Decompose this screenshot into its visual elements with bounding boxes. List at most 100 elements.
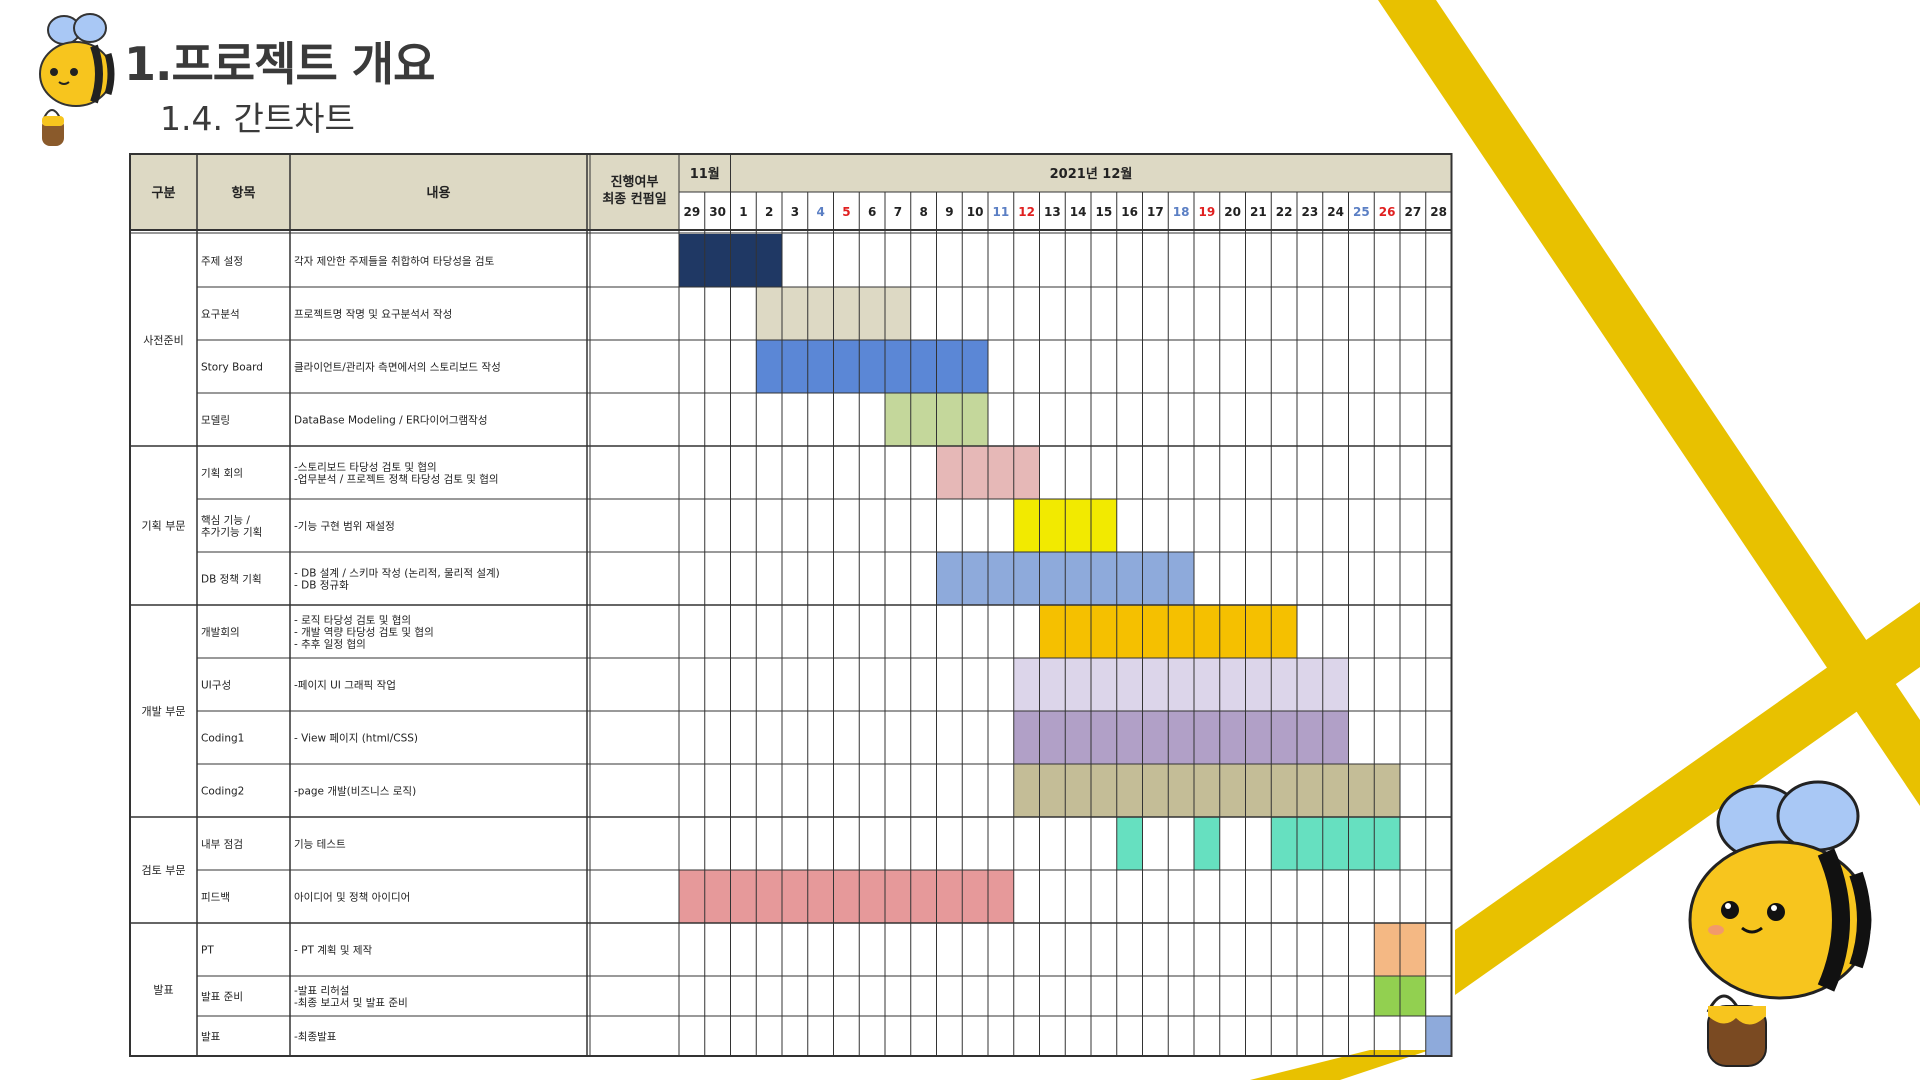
gantt-bar-12-3 — [1271, 817, 1400, 870]
day-label-7: 7 — [894, 205, 902, 219]
honey-pot-icon — [42, 109, 64, 146]
header-item: 항목 — [232, 185, 256, 201]
header-category: 구분 — [152, 186, 176, 201]
task-item-label-11: Coding2 — [201, 786, 244, 798]
gantt-border — [129, 153, 1453, 1057]
task-content-label-5: -업무분석 / 프로젝트 정책 타당성 검토 및 협의 — [294, 473, 499, 486]
task-item-label-12: 내부 점검 — [201, 839, 243, 851]
task-item-label-13: 피드백 — [201, 892, 230, 904]
task-content-label-9: -페이지 UI 그래픽 작업 — [294, 679, 396, 692]
day-label-18: 18 — [1173, 205, 1190, 219]
task-item-label-14: PT — [201, 945, 214, 957]
group-label-1: 사전준비 — [143, 334, 183, 347]
task-content-label-12: 기능 테스트 — [294, 839, 346, 851]
bee-icon-top-left — [39, 13, 115, 146]
day-label-11: 11 — [993, 205, 1010, 219]
task-content-label-8: - 로직 타당성 검토 및 협의 — [294, 614, 411, 627]
task-content-label-15: -발표 리허설 — [294, 985, 349, 997]
task-content-label-13: 아이디어 및 정책 아이디어 — [294, 892, 410, 904]
day-label-20: 20 — [1224, 205, 1241, 219]
task-item-label-7: DB 정책 기획 — [201, 574, 262, 586]
gantt-bar-9-1 — [1013, 658, 1349, 711]
day-label-22: 22 — [1276, 205, 1293, 219]
task-content-label-10: - View 페이지 (html/CSS) — [294, 733, 418, 745]
task-item-label-16: 발표 — [201, 1031, 221, 1043]
stripe-diagonal-up — [1455, 602, 1920, 995]
task-content-label-15: -최종 보고서 및 발표 준비 — [294, 997, 408, 1009]
task-content-label-11: -page 개발(비즈니스 로직) — [294, 786, 416, 798]
day-label-21: 21 — [1250, 205, 1267, 219]
task-content-label-6: -기능 구현 범위 재설정 — [294, 520, 395, 533]
header-progress-line1: 진행여부 — [611, 174, 659, 190]
task-content-label-16: -최종발표 — [294, 1031, 337, 1043]
task-item-label-8: 개발회의 — [201, 627, 240, 639]
task-item-label-6: 추가기능 기획 — [201, 527, 262, 539]
day-label-29: 29 — [684, 205, 701, 219]
task-content-label-14: - PT 계획 및 제작 — [294, 945, 373, 957]
day-label-4: 4 — [816, 205, 824, 219]
day-label-9: 9 — [945, 205, 953, 219]
task-content-label-2: 프로젝트명 작명 및 요구분석서 작성 — [294, 309, 452, 321]
task-content-label-5: -스토리보드 타당성 검토 및 협의 — [294, 461, 437, 474]
day-label-3: 3 — [791, 205, 799, 219]
header-month-dec: 2021년 12월 — [1050, 166, 1133, 182]
day-label-28: 28 — [1430, 205, 1447, 219]
day-label-17: 17 — [1147, 205, 1164, 219]
stripe-bottom — [1250, 1050, 1430, 1080]
page-title: 1.프로젝트 개요 — [124, 37, 435, 91]
header-month-nov: 11월 — [690, 166, 720, 182]
page-subtitle: 1.4. 간트차트 — [160, 99, 355, 138]
day-label-26: 26 — [1379, 205, 1396, 219]
task-content-label-3: 클라이언트/관리자 측면에서의 스토리보드 작성 — [294, 362, 501, 374]
task-item-label-5: 기획 회의 — [201, 468, 243, 480]
day-label-25: 25 — [1353, 205, 1370, 219]
day-label-1: 1 — [739, 205, 747, 219]
day-label-19: 19 — [1199, 205, 1216, 219]
day-label-8: 8 — [919, 205, 927, 219]
day-label-10: 10 — [967, 205, 984, 219]
task-item-label-9: UI구성 — [201, 680, 231, 692]
task-content-label-1: 각자 제안한 주제들을 취합하여 타당성을 검토 — [294, 255, 495, 268]
day-label-12: 12 — [1018, 205, 1035, 219]
day-label-16: 16 — [1121, 205, 1138, 219]
gantt-bar-13-1 — [679, 870, 1014, 923]
gantt-bar-16-1 — [1425, 1016, 1452, 1056]
day-label-5: 5 — [842, 205, 850, 219]
header-progress-line2: 최종 컨펌일 — [602, 191, 666, 207]
day-label-6: 6 — [868, 205, 876, 219]
group-label-5: 발표 — [153, 984, 173, 997]
day-label-30: 30 — [709, 205, 726, 219]
task-content-label-8: - 개발 역량 타당성 검토 및 협의 — [294, 626, 434, 639]
day-label-27: 27 — [1405, 205, 1422, 219]
group-label-3: 개발 부문 — [142, 705, 186, 718]
task-item-label-1: 주제 설정 — [201, 256, 243, 268]
bee-icon-bottom-right — [1688, 780, 1872, 1067]
yellow-stripes — [1250, 0, 1920, 1080]
day-label-14: 14 — [1070, 205, 1087, 219]
task-content-label-7: - DB 설계 / 스키마 작성 (논리적, 물리적 설계) — [294, 568, 500, 580]
group-label-2: 기획 부문 — [142, 520, 186, 533]
gantt-bar-12-1 — [1116, 817, 1143, 870]
header-content: 내용 — [427, 185, 451, 201]
task-content-label-7: - DB 정규화 — [294, 580, 349, 592]
group-label-4: 검토 부문 — [142, 864, 186, 877]
stripe-diagonal-down — [1378, 0, 1920, 806]
gantt-bar-12-2 — [1194, 817, 1220, 870]
task-content-label-4: DataBase Modeling / ER다이어그램작성 — [294, 415, 488, 427]
day-label-24: 24 — [1327, 205, 1344, 219]
task-item-label-6: 핵심 기능 / — [201, 515, 250, 527]
task-item-label-3: Story Board — [201, 362, 263, 374]
day-label-23: 23 — [1302, 205, 1319, 219]
task-item-label-2: 요구분석 — [201, 309, 240, 321]
day-label-13: 13 — [1044, 205, 1061, 219]
task-item-label-4: 모델링 — [201, 415, 230, 427]
day-label-2: 2 — [765, 205, 773, 219]
gantt-bar-3-1 — [756, 340, 988, 393]
task-content-label-8: - 추후 일정 협의 — [294, 638, 366, 651]
day-label-15: 15 — [1096, 205, 1113, 219]
task-item-label-10: Coding1 — [201, 733, 244, 745]
gantt-bar-10-1 — [1013, 711, 1349, 764]
task-item-label-15: 발표 준비 — [201, 991, 243, 1003]
